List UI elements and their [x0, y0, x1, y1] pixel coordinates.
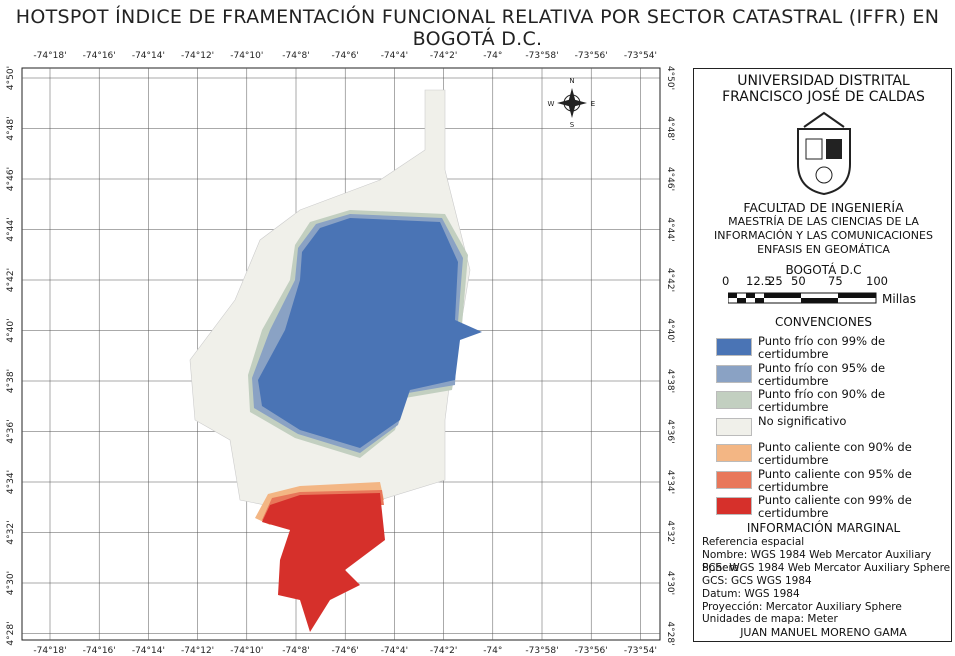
lon-label: -74°2': [430, 51, 457, 61]
info-line: Referencia espacial: [702, 536, 804, 549]
lon-label: -74°: [483, 646, 502, 656]
legend-label: Punto frío con 99% de certidumbre: [758, 335, 918, 361]
legend-swatch: [716, 444, 752, 462]
legend-item: No significativo: [716, 415, 918, 436]
lon-label: -74°4': [381, 646, 408, 656]
lat-label: 4°46': [665, 167, 675, 191]
lon-label: -74°18': [33, 51, 66, 61]
lon-label: -73°58': [525, 51, 558, 61]
lat-label: 4°30': [6, 571, 16, 595]
lon-label: -74°14': [132, 646, 165, 656]
scale-unit: Millas: [882, 292, 916, 306]
lat-label: 4°32': [665, 520, 675, 544]
lat-label: 4°36': [665, 419, 675, 443]
lon-label: -74°6': [331, 646, 358, 656]
legend-label: Punto caliente con 90% de certidumbre: [758, 441, 918, 467]
lat-label: 4°48': [665, 116, 675, 140]
compass-s: S: [570, 121, 575, 129]
legend-label: Punto caliente con 99% de certidumbre: [758, 494, 918, 520]
lat-label: 4°28': [665, 621, 675, 645]
lon-label: -74°2': [430, 646, 457, 656]
author: JUAN MANUEL MORENO GAMA: [694, 626, 953, 639]
compass-w: W: [548, 100, 555, 108]
info-line: GCS: GCS WGS 1984: [702, 575, 812, 588]
lon-label: -73°56': [575, 51, 608, 61]
legend-item: Punto caliente con 90% de certidumbre: [716, 441, 918, 467]
lon-label: -74°18': [33, 646, 66, 656]
lat-label: 4°42': [665, 268, 675, 292]
legend-label: Punto caliente con 95% de certidumbre: [758, 468, 918, 494]
lon-label: -74°12': [181, 51, 214, 61]
legend-swatch: [716, 365, 752, 383]
legend-item: Punto frío con 90% de certidumbre: [716, 388, 918, 414]
legend-swatch: [716, 418, 752, 436]
legend-item: Punto caliente con 95% de certidumbre: [716, 468, 918, 494]
lon-label: -74°: [483, 51, 502, 61]
legend-title: CONVENCIONES: [694, 315, 953, 329]
lon-label: -74°10': [230, 646, 263, 656]
scale-label: 0: [722, 274, 729, 288]
lon-label: -74°14': [132, 51, 165, 61]
legend-swatch: [716, 471, 752, 489]
scale-label: 75: [828, 274, 843, 288]
page: {"title":"HOTSPOT ÍNDICE DE FRAMENTACIÓN…: [0, 0, 955, 656]
lon-label: -74°16': [83, 51, 116, 61]
legend-label: Punto frío con 95% de certidumbre: [758, 362, 918, 388]
scale-bar: [728, 291, 878, 305]
lon-label: -74°10': [230, 51, 263, 61]
lat-label: 4°50': [665, 66, 675, 90]
lon-label: -74°6': [331, 51, 358, 61]
legend-label: Punto frío con 90% de certidumbre: [758, 388, 918, 414]
place: BOGOTÁ D.C: [694, 263, 953, 277]
legend-item: Punto frío con 99% de certidumbre: [716, 335, 918, 361]
lon-label: -74°16': [83, 646, 116, 656]
scale-label: 100: [866, 274, 888, 288]
lat-label: 4°48': [6, 116, 16, 140]
faculty: FACULTAD DE INGENIERÍA: [694, 200, 953, 215]
scale-label: 50: [791, 274, 806, 288]
info-line: Datum: WGS 1984: [702, 588, 800, 601]
map: -74°18' -74°18' -74°16' -74°16' -74°14' -74°1…: [0, 0, 690, 656]
lat-label: 4°46': [6, 167, 16, 191]
lat-label: 4°40': [665, 318, 675, 342]
lat-label: 4°36': [6, 419, 16, 443]
lat-label: 4°34': [6, 470, 16, 494]
panel: UNIVERSIDAD DISTRITAL FRANCISCO JOSÉ DE …: [693, 68, 952, 642]
legend-swatch: [716, 338, 752, 356]
info-line: Unidades de mapa: Meter: [702, 613, 838, 626]
info-line: PCS: WGS 1984 Web Mercator Auxiliary Sph…: [702, 562, 950, 575]
lat-label: 4°50': [6, 66, 16, 90]
lon-label: -74°12': [181, 646, 214, 656]
info-line: Proyección: Mercator Auxiliary Sphere: [702, 601, 902, 614]
lat-label: 4°38': [665, 369, 675, 393]
compass-e: E: [591, 100, 595, 108]
scale-label: 25: [768, 274, 783, 288]
logo: [694, 111, 953, 196]
program: MAESTRÍA DE LAS CIENCIAS DE LA INFORMACI…: [694, 215, 953, 257]
lat-label: 4°44': [665, 217, 675, 241]
lat-label: 4°40': [6, 318, 16, 342]
lat-label: 4°34': [665, 470, 675, 494]
legend-item: Punto caliente con 99% de certidumbre: [716, 494, 918, 520]
university: UNIVERSIDAD DISTRITAL FRANCISCO JOSÉ DE …: [694, 73, 953, 105]
legend-swatch: [716, 391, 752, 409]
lon-label: -73°58': [525, 646, 558, 656]
lon-label: -74°8': [282, 646, 309, 656]
legend-item: Punto frío con 95% de certidumbre: [716, 362, 918, 388]
lat-label: 4°32': [6, 520, 16, 544]
lon-label: -73°56': [575, 646, 608, 656]
lon-label: -73°54': [624, 51, 657, 61]
lat-label: 4°42': [6, 268, 16, 292]
lon-label: -74°8': [282, 51, 309, 61]
legend-swatch: [716, 497, 752, 515]
legend-label: No significativo: [758, 415, 918, 428]
lat-label: 4°38': [6, 369, 16, 393]
lon-label: -73°54': [624, 646, 657, 656]
lon-label: -74°4': [381, 51, 408, 61]
lat-label: 4°30': [665, 571, 675, 595]
lat-label: 4°28': [6, 621, 16, 645]
lat-label: 4°44': [6, 217, 16, 241]
info-title: INFORMACIÓN MARGINAL: [694, 521, 953, 535]
compass-n: N: [569, 77, 574, 85]
